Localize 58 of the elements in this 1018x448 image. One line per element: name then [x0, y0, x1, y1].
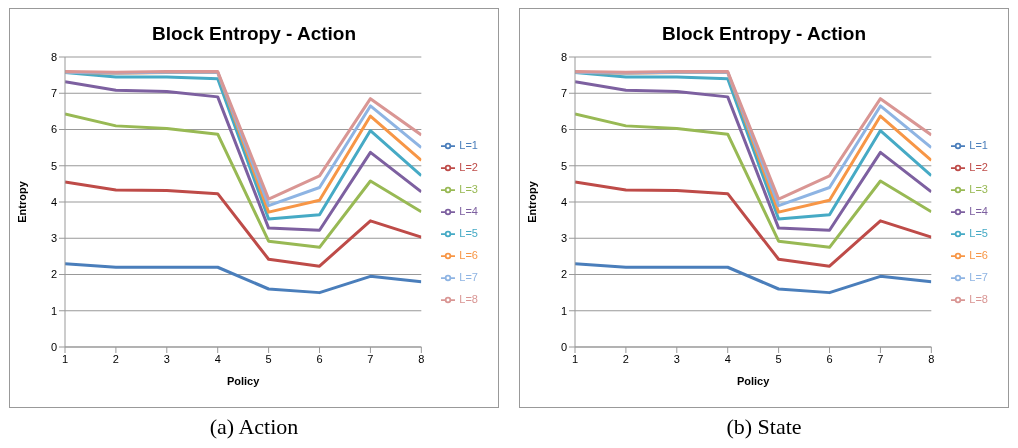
x-tick-label: 3: [673, 352, 680, 365]
x-axis-title: Policy: [736, 375, 771, 387]
legend-label: L=2: [969, 161, 988, 173]
legend-label: L=1: [459, 139, 478, 151]
x-tick-label: 5: [775, 352, 782, 365]
y-tick-label: 3: [560, 232, 567, 245]
x-tick-label: 5: [265, 352, 272, 365]
x-tick-label: 1: [571, 352, 579, 365]
x-tick-label: 7: [367, 352, 374, 365]
y-tick-label: 8: [560, 50, 567, 63]
legend-label: L=6: [969, 249, 988, 261]
x-axis-title: Policy: [226, 375, 261, 387]
y-tick-label: 7: [560, 87, 567, 100]
y-axis-title: Entropy: [15, 180, 28, 223]
y-tick-label: 0: [50, 340, 57, 353]
y-tick-label: 4: [560, 195, 567, 208]
x-tick-label: 2: [112, 352, 119, 365]
legend-label: L=4: [459, 205, 478, 217]
legend-label: L=6: [459, 249, 478, 261]
legend-label: L=8: [459, 293, 478, 305]
legend-label: L=5: [969, 227, 988, 239]
y-tick-label: 7: [50, 87, 57, 100]
legend-label: L=2: [459, 161, 478, 173]
legend-label: L=3: [969, 183, 988, 195]
y-tick-label: 8: [50, 50, 57, 63]
y-tick-label: 3: [50, 232, 57, 245]
x-tick-label: 1: [61, 352, 69, 365]
x-tick-label: 4: [214, 352, 221, 365]
x-tick-label: 6: [316, 352, 323, 365]
chart-title: Block Entropy - Action: [151, 23, 357, 46]
y-tick-label: 0: [560, 340, 567, 353]
y-tick-label: 5: [560, 159, 567, 172]
text: (a) Action: [209, 414, 299, 440]
x-tick-label: 4: [724, 352, 731, 365]
y-axis-title: Entropy: [525, 180, 538, 223]
y-tick-label: 1: [50, 304, 57, 317]
legend-label: L=7: [459, 271, 478, 283]
y-tick-label: 6: [50, 123, 57, 136]
y-tick-label: 5: [50, 159, 57, 172]
chart-title: Block Entropy - Action: [661, 23, 867, 46]
y-tick-label: 2: [50, 268, 57, 281]
y-tick-label: 1: [560, 304, 567, 317]
legend-label: L=5: [459, 227, 478, 239]
y-tick-label: 2: [560, 268, 567, 281]
legend-label: L=7: [969, 271, 988, 283]
x-tick-label: 6: [826, 352, 833, 365]
y-tick-label: 6: [560, 123, 567, 136]
text: (b) State: [726, 414, 802, 440]
y-tick-label: 4: [50, 195, 57, 208]
x-tick-label: 2: [622, 352, 629, 365]
legend-label: L=8: [969, 293, 988, 305]
legend-label: L=3: [459, 183, 478, 195]
legend-label: L=1: [969, 139, 988, 151]
legend-label: L=4: [969, 205, 988, 217]
x-tick-label: 8: [418, 352, 425, 365]
x-tick-label: 3: [163, 352, 170, 365]
x-tick-label: 7: [877, 352, 884, 365]
x-tick-label: 8: [928, 352, 935, 365]
